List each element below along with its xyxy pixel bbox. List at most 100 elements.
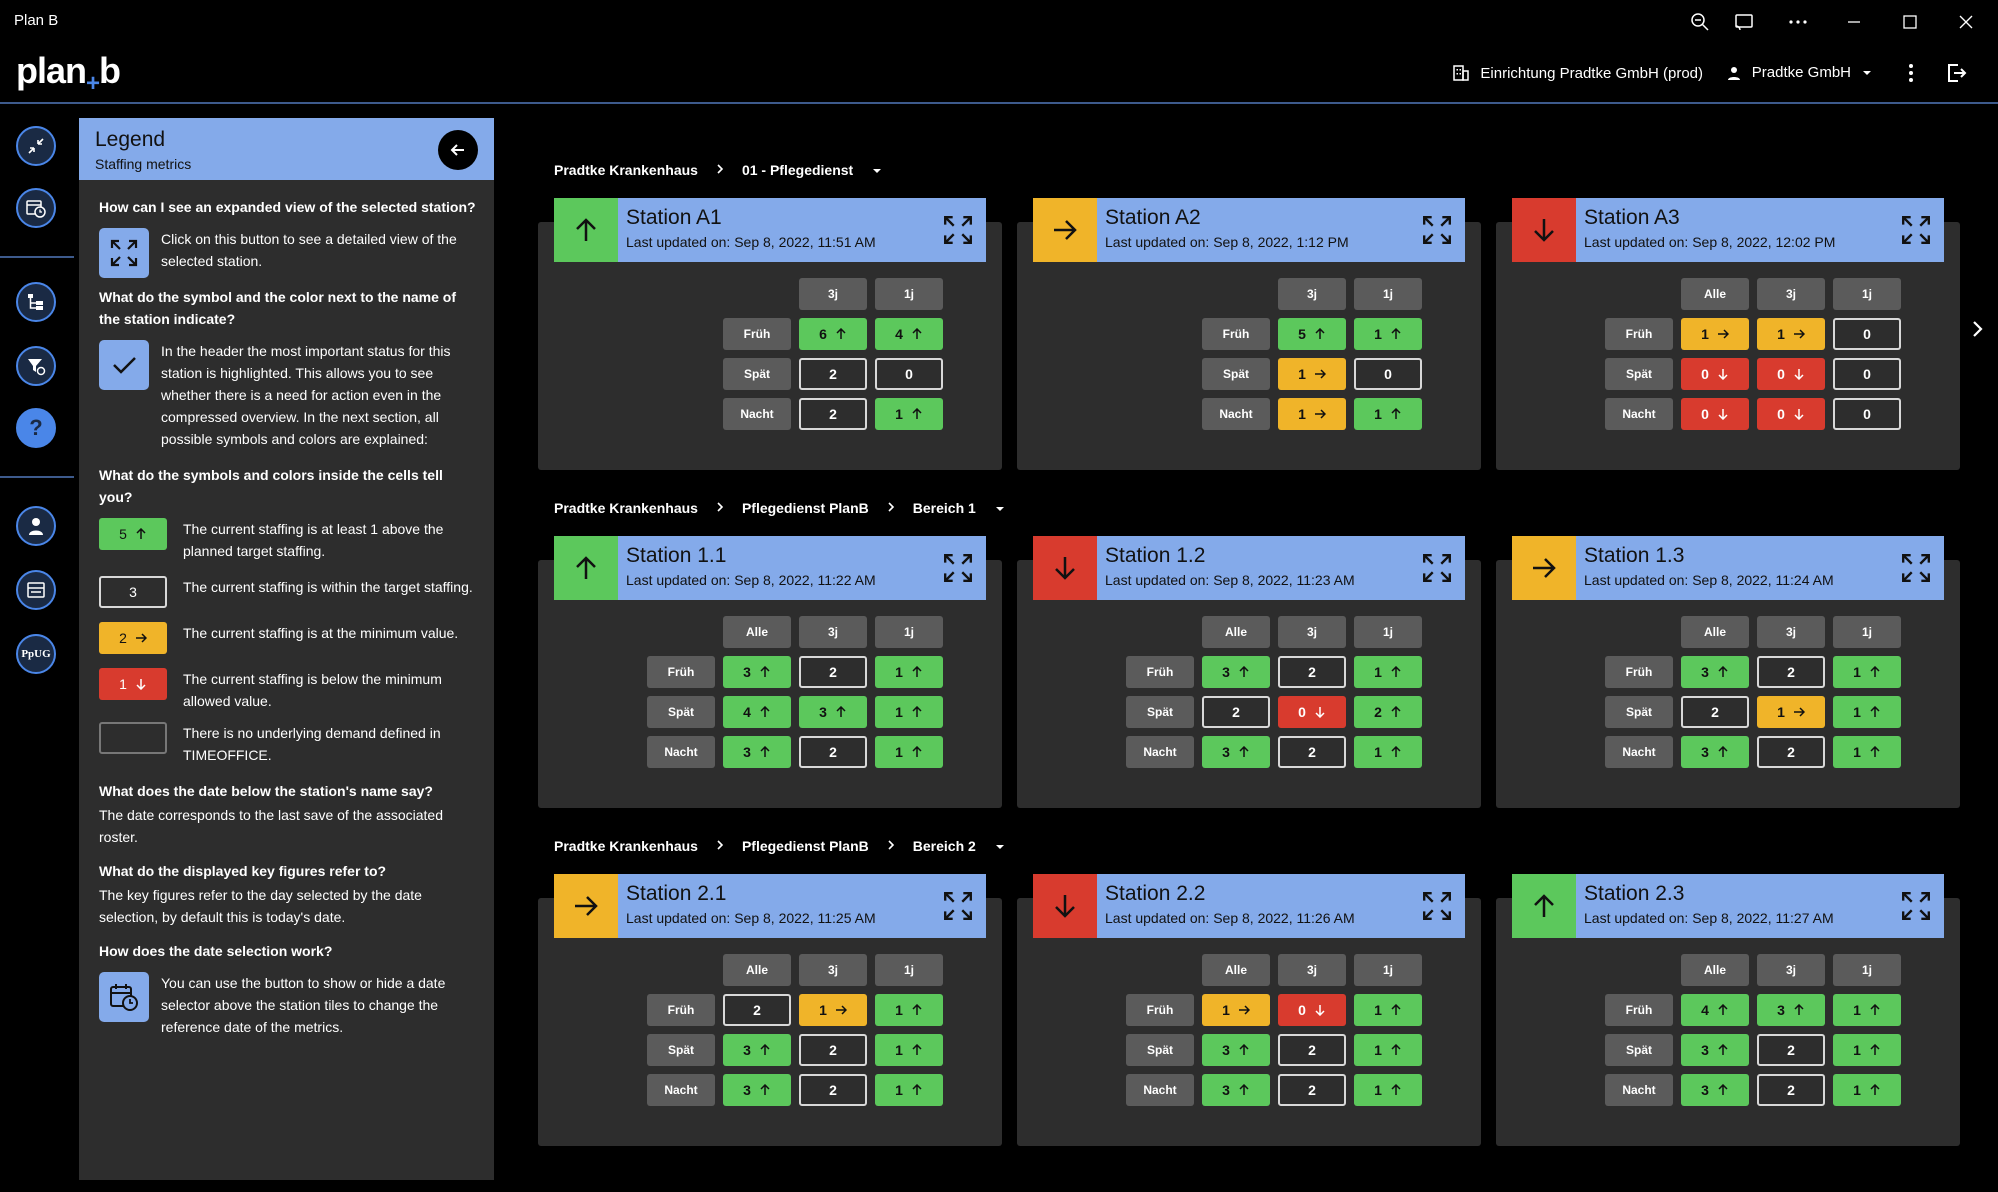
expand-icon[interactable] bbox=[1409, 536, 1465, 600]
staffing-value: 4 bbox=[1701, 1002, 1709, 1018]
expand-icon[interactable] bbox=[1409, 198, 1465, 262]
cast-icon[interactable] bbox=[1724, 8, 1764, 36]
column-header: 1j bbox=[875, 954, 943, 986]
zoom-icon[interactable] bbox=[1680, 8, 1720, 36]
station-title-block: Station A1 Last updated on: Sep 8, 2022, … bbox=[618, 198, 930, 262]
more-vertical-icon[interactable] bbox=[1896, 58, 1926, 88]
arrow-up-icon bbox=[1869, 1044, 1881, 1056]
chevron-right-icon bbox=[716, 500, 724, 516]
window-titlebar: Plan B bbox=[0, 0, 1998, 44]
arrow-right-icon bbox=[1238, 1004, 1250, 1016]
column-header: 3j bbox=[1757, 616, 1825, 648]
chevron-right-icon bbox=[1973, 321, 1983, 337]
dropdown-caret-icon[interactable] bbox=[994, 500, 1006, 516]
expand-icon[interactable] bbox=[1888, 874, 1944, 938]
status-right-icon bbox=[1512, 536, 1576, 600]
station-updated: Last updated on: Sep 8, 2022, 11:22 AM bbox=[626, 572, 876, 588]
breadcrumb-item[interactable]: Pflegedienst PlanB bbox=[741, 838, 869, 854]
arrow-up-icon bbox=[759, 666, 771, 678]
expand-icon[interactable] bbox=[930, 536, 986, 600]
station-card: Station 2.1 Last updated on: Sep 8, 2022,… bbox=[538, 874, 1002, 1146]
staffing-cell: 1 bbox=[1833, 994, 1901, 1026]
arrow-up-icon bbox=[1869, 706, 1881, 718]
breadcrumb: Pradtke Krankenhaus Pflegedienst PlanB Ber… bbox=[554, 838, 1006, 854]
collapse-icon[interactable] bbox=[16, 126, 56, 166]
breadcrumb: Pradtke Krankenhaus Pflegedienst PlanB Ber… bbox=[554, 500, 1006, 516]
legend-answer: The date corresponds to the last save of… bbox=[99, 807, 443, 845]
staff-icon[interactable] bbox=[16, 506, 56, 546]
staffing-value: 1 bbox=[1777, 704, 1785, 720]
staffing-cell: 2 bbox=[723, 994, 791, 1026]
column-header: 3j bbox=[1757, 278, 1825, 310]
shift-label: Spät bbox=[1605, 1034, 1673, 1066]
staffing-cell: 2 bbox=[799, 358, 867, 390]
roster-icon[interactable] bbox=[16, 570, 56, 610]
breadcrumb-item[interactable]: Pradtke Krankenhaus bbox=[554, 500, 698, 516]
station-title-block: Station 1.3 Last updated on: Sep 8, 2022,… bbox=[1576, 536, 1888, 600]
column-header: 1j bbox=[1833, 954, 1901, 986]
station-updated: Last updated on: Sep 8, 2022, 11:26 AM bbox=[1105, 910, 1355, 926]
facility-selector[interactable]: Einrichtung Pradtke GmbH (prod) bbox=[1452, 64, 1703, 82]
staffing-cell: 0 bbox=[1681, 358, 1749, 390]
legend-swatch-text: The current staffing is at least 1 above… bbox=[183, 521, 444, 559]
station-header: Station A3 Last updated on: Sep 8, 2022, … bbox=[1512, 198, 1944, 262]
station-header: Station 1.2 Last updated on: Sep 8, 2022,… bbox=[1033, 536, 1465, 600]
next-page-arrow[interactable] bbox=[1972, 320, 1984, 343]
date-selection-icon[interactable] bbox=[16, 188, 56, 228]
arrow-down-icon bbox=[1793, 368, 1805, 380]
breadcrumb-item[interactable]: Pflegedienst PlanB bbox=[741, 500, 869, 516]
station-name: Station 2.3 bbox=[1584, 882, 1685, 905]
breadcrumb-item[interactable]: Bereich 2 bbox=[912, 838, 976, 854]
staffing-value: 2 bbox=[1787, 1082, 1795, 1098]
staffing-value: 1 bbox=[1853, 1082, 1861, 1098]
staffing-value: 3 bbox=[1222, 1042, 1230, 1058]
help-icon[interactable]: ? bbox=[16, 408, 56, 448]
arrow-up-icon bbox=[1238, 1044, 1250, 1056]
station-title-block: Station 2.2 Last updated on: Sep 8, 2022,… bbox=[1097, 874, 1409, 938]
expand-icon[interactable] bbox=[930, 874, 986, 938]
expand-icon[interactable] bbox=[1888, 536, 1944, 600]
staffing-cell: 0 bbox=[875, 358, 943, 390]
maximize-icon[interactable] bbox=[1890, 8, 1930, 36]
column-header: Alle bbox=[1202, 954, 1270, 986]
arrow-up-icon bbox=[1869, 666, 1881, 678]
staffing-value: 2 bbox=[1787, 744, 1795, 760]
column-header: Alle bbox=[1681, 278, 1749, 310]
station-card: Station 1.3 Last updated on: Sep 8, 2022,… bbox=[1496, 536, 1960, 808]
dropdown-caret-icon[interactable] bbox=[871, 162, 883, 178]
close-icon[interactable] bbox=[1946, 8, 1986, 36]
expand-icon[interactable] bbox=[930, 198, 986, 262]
legend-swatch-within: 3 bbox=[99, 576, 167, 608]
minimize-icon[interactable] bbox=[1834, 8, 1874, 36]
dropdown-caret-icon[interactable] bbox=[994, 838, 1006, 854]
staffing-value: 1 bbox=[895, 664, 903, 680]
logout-icon[interactable] bbox=[1942, 58, 1972, 88]
breadcrumb-item[interactable]: Bereich 1 bbox=[912, 500, 976, 516]
expand-icon[interactable] bbox=[1409, 874, 1465, 938]
breadcrumb-item[interactable]: 01 - Pflegedienst bbox=[741, 162, 854, 178]
legend-swatch-text: The current staffing is below the minimu… bbox=[183, 671, 442, 709]
dropdown-caret-icon bbox=[1863, 70, 1871, 75]
staffing-value: 1 bbox=[895, 704, 903, 720]
station-name: Station A2 bbox=[1105, 206, 1201, 229]
legend-header: Legend Staffing metrics bbox=[79, 118, 494, 180]
close-legend-button[interactable] bbox=[438, 130, 478, 170]
staffing-value: 0 bbox=[1701, 406, 1709, 422]
more-horizontal-icon[interactable] bbox=[1778, 8, 1818, 36]
staffing-cell: 2 bbox=[799, 656, 867, 688]
status-right-icon bbox=[1033, 198, 1097, 262]
user-menu[interactable]: Pradtke GmbH bbox=[1726, 64, 1873, 81]
breadcrumb-item[interactable]: Pradtke Krankenhaus bbox=[554, 838, 698, 854]
station-name: Station 1.2 bbox=[1105, 544, 1206, 567]
hierarchy-icon[interactable] bbox=[16, 282, 56, 322]
column-header: 1j bbox=[875, 278, 943, 310]
ppug-icon[interactable]: PpUG bbox=[16, 634, 56, 674]
staffing-cell: 1 bbox=[799, 994, 867, 1026]
arrow-up-icon bbox=[1390, 408, 1402, 420]
staffing-value: 1 bbox=[1853, 744, 1861, 760]
staffing-cell: 3 bbox=[1681, 1074, 1749, 1106]
breadcrumb-item[interactable]: Pradtke Krankenhaus bbox=[554, 162, 698, 178]
arrow-down-icon bbox=[1314, 706, 1326, 718]
expand-icon[interactable] bbox=[1888, 198, 1944, 262]
filter-settings-icon[interactable] bbox=[16, 346, 56, 386]
